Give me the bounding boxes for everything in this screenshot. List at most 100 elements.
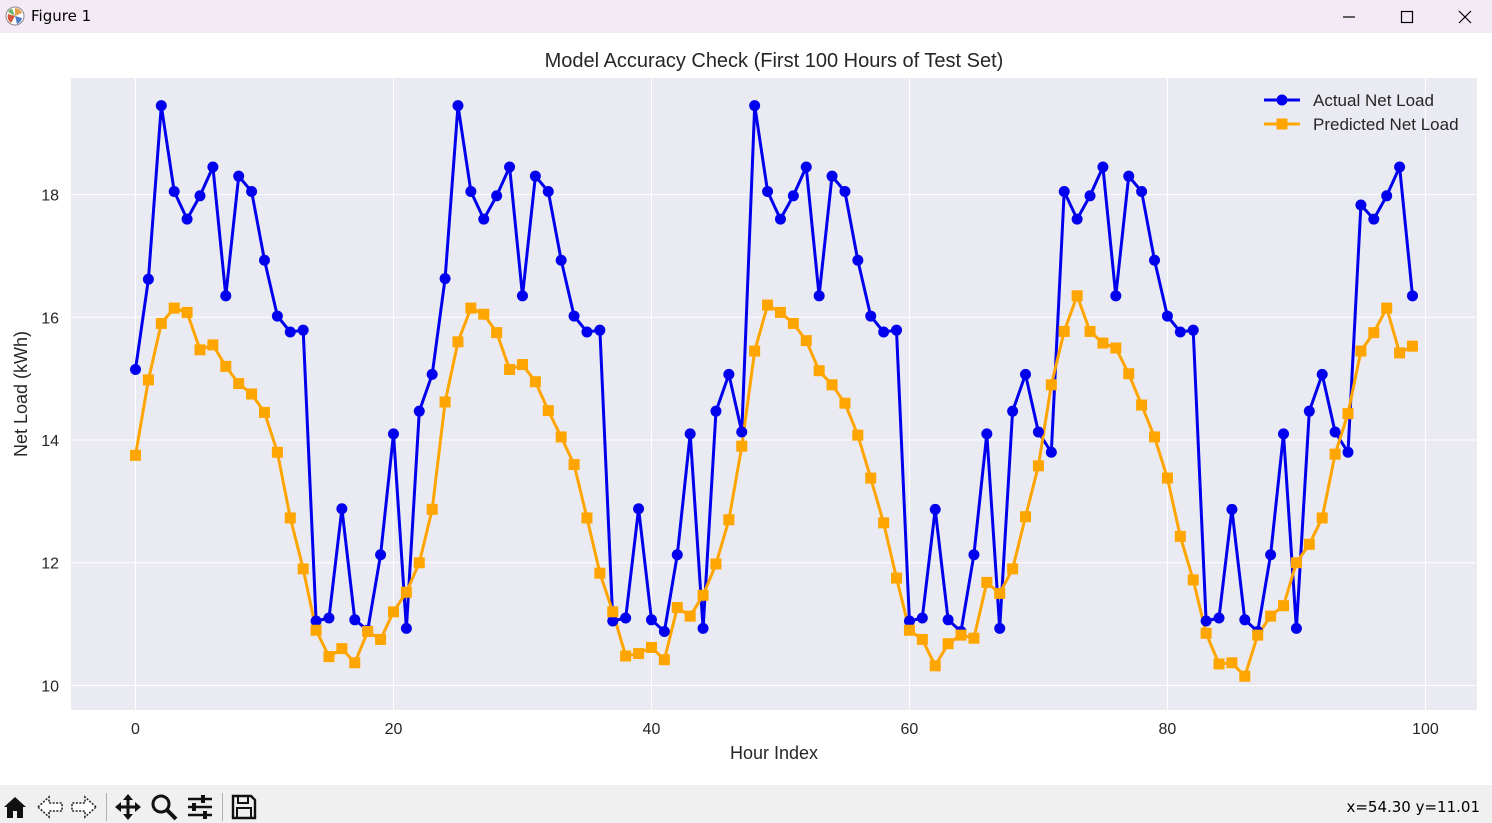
data-point-predicted xyxy=(529,376,541,388)
back-button[interactable] xyxy=(36,793,64,821)
home-icon xyxy=(4,797,26,818)
data-point-predicted xyxy=(1316,512,1328,524)
data-point-predicted xyxy=(310,624,322,636)
data-point-actual xyxy=(220,290,232,302)
window-titlebar: Figure 1 xyxy=(0,0,1492,33)
data-point-predicted xyxy=(1174,530,1186,542)
data-point-predicted xyxy=(1381,302,1393,314)
data-point-actual xyxy=(1303,405,1315,417)
data-point-predicted xyxy=(1394,347,1406,359)
data-point-actual xyxy=(903,615,915,627)
data-point-predicted xyxy=(323,651,335,663)
data-point-predicted xyxy=(852,429,864,441)
back-arrow-icon xyxy=(36,795,63,819)
pan-button[interactable] xyxy=(114,793,142,821)
data-point-actual xyxy=(852,254,864,266)
data-point-predicted xyxy=(878,517,890,529)
forward-button[interactable] xyxy=(70,793,98,821)
data-point-predicted xyxy=(491,327,503,339)
data-point-actual xyxy=(878,326,890,338)
data-point-predicted xyxy=(955,629,967,641)
legend: Actual Net Load Predicted Net Load xyxy=(1264,91,1459,134)
data-point-actual xyxy=(233,170,245,182)
data-point-predicted xyxy=(697,589,709,601)
data-point-actual xyxy=(400,622,412,634)
data-point-actual xyxy=(607,615,619,627)
data-point-predicted xyxy=(478,308,490,320)
series-lines xyxy=(134,104,1414,678)
data-point-predicted xyxy=(749,345,761,357)
data-point-predicted xyxy=(736,440,748,452)
data-point-actual xyxy=(968,549,980,561)
data-point-actual xyxy=(336,503,348,515)
data-point-actual xyxy=(516,290,528,302)
data-point-predicted xyxy=(800,335,812,347)
x-tick-label: 60 xyxy=(901,721,919,738)
data-point-predicted xyxy=(787,317,799,329)
zoom-button[interactable] xyxy=(150,793,178,821)
data-point-predicted xyxy=(968,632,980,644)
series-line-1 xyxy=(134,294,1414,678)
data-point-actual xyxy=(1187,324,1199,336)
data-point-actual xyxy=(1097,161,1109,173)
data-point-actual xyxy=(620,612,632,624)
data-point-predicted xyxy=(826,379,838,391)
data-point-predicted xyxy=(633,648,645,660)
data-point-actual xyxy=(491,190,503,202)
data-point-actual xyxy=(981,428,993,440)
home-button[interactable] xyxy=(1,793,29,821)
data-point-actual xyxy=(658,625,670,637)
data-point-predicted xyxy=(671,602,683,614)
data-point-predicted xyxy=(504,363,516,375)
data-point-actual xyxy=(310,615,322,627)
data-point-predicted xyxy=(942,638,954,650)
window-title: Figure 1 xyxy=(31,7,92,25)
data-point-actual xyxy=(155,100,167,112)
legend-marker-1 xyxy=(1276,118,1288,130)
data-point-predicted xyxy=(400,586,412,598)
data-point-predicted xyxy=(1368,327,1380,339)
data-point-predicted xyxy=(1407,340,1419,352)
maximize-button[interactable] xyxy=(1378,0,1436,33)
data-point-actual xyxy=(1394,161,1406,173)
x-tick-label: 20 xyxy=(385,721,403,738)
data-point-predicted xyxy=(439,396,451,408)
save-button[interactable] xyxy=(230,793,258,821)
minimize-button[interactable] xyxy=(1320,0,1378,33)
data-point-predicted xyxy=(284,512,296,524)
data-point-actual xyxy=(504,161,516,173)
data-point-predicted xyxy=(246,388,258,400)
configure-subplots-button[interactable] xyxy=(186,793,214,821)
data-point-predicted xyxy=(710,558,722,570)
data-point-actual xyxy=(246,186,258,198)
y-axis-label: Net Load (kWh) xyxy=(11,331,31,457)
series-line-0 xyxy=(134,104,1414,633)
close-button[interactable] xyxy=(1436,0,1492,33)
data-point-actual xyxy=(323,612,335,624)
data-point-actual xyxy=(1136,186,1148,198)
data-point-predicted xyxy=(362,625,374,637)
data-point-actual xyxy=(1084,190,1096,202)
data-point-actual xyxy=(710,405,722,417)
data-point-predicted xyxy=(594,567,606,579)
minimize-icon xyxy=(1343,15,1355,18)
line-chart: 0 20 40 60 80 100 10 12 14 16 18 Model Accuracy Ch… xyxy=(11,50,1477,763)
data-point-actual xyxy=(1161,310,1173,322)
data-point-predicted xyxy=(1303,538,1315,550)
data-point-actual xyxy=(413,405,425,417)
data-point-predicted xyxy=(387,606,399,618)
data-point-actual xyxy=(375,549,387,561)
data-point-predicted xyxy=(426,503,438,515)
data-point-actual xyxy=(426,368,438,380)
x-axis-label: Hour Index xyxy=(730,743,818,763)
data-point-predicted xyxy=(723,514,735,526)
data-point-actual xyxy=(1265,549,1277,561)
data-point-predicted xyxy=(1290,557,1302,569)
data-point-actual xyxy=(1316,368,1328,380)
legend-label-0: Actual Net Load xyxy=(1313,91,1434,110)
data-point-actual xyxy=(994,622,1006,634)
data-point-predicted xyxy=(1084,325,1096,337)
y-tick-label: 14 xyxy=(41,433,59,450)
data-point-predicted xyxy=(1097,337,1109,349)
data-point-predicted xyxy=(1355,345,1367,357)
